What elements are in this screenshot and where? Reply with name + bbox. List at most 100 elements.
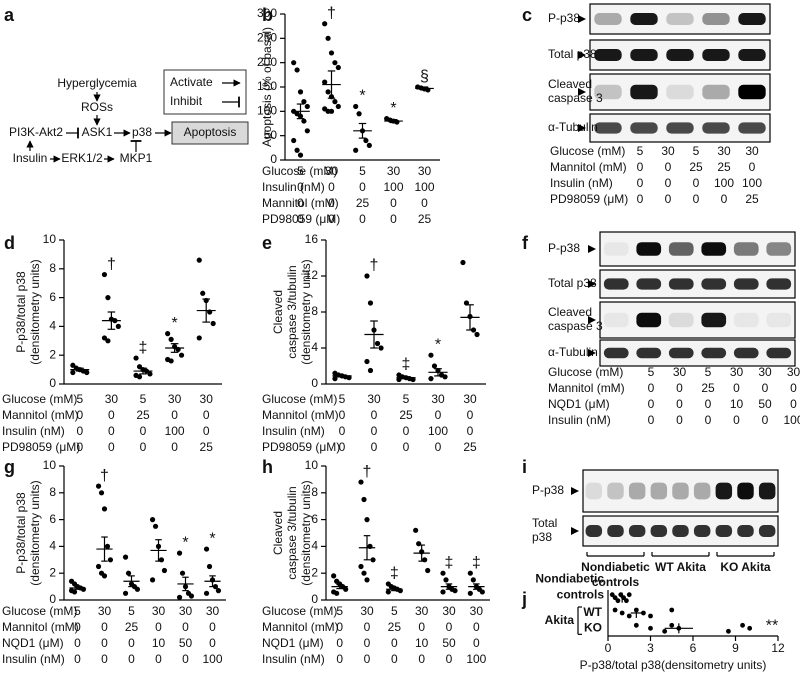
blot-label: Total p38: [548, 47, 597, 61]
blot-band: [702, 13, 730, 25]
blot-label: P-p38: [548, 241, 580, 255]
data-point: [364, 517, 370, 523]
blot-band: [668, 242, 694, 256]
data-point: [385, 589, 391, 595]
condition-value: 30: [463, 392, 477, 406]
pathway-node: Hyperglycemia: [57, 76, 137, 90]
condition-value: 0: [790, 397, 797, 411]
condition-value: 50: [442, 636, 456, 650]
condition-value: 0: [637, 160, 644, 174]
data-point: [297, 89, 304, 95]
data-point: [149, 577, 156, 583]
data-point: [378, 345, 384, 351]
condition-value: 5: [693, 144, 700, 158]
data-point: [125, 570, 132, 576]
data-point: [297, 152, 304, 158]
blot-band: [666, 13, 694, 25]
blot-band: [733, 312, 759, 328]
data-point: [440, 570, 446, 576]
data-point: [361, 570, 367, 576]
significance-mark: †: [327, 5, 336, 22]
condition-value: 30: [105, 392, 119, 406]
data-point: [626, 592, 632, 598]
data-point: [726, 628, 731, 634]
condition-label: PD98059 (μM): [2, 440, 80, 454]
condition-value: 30: [360, 604, 374, 618]
blot-band: [585, 482, 603, 500]
blot-band: [672, 482, 689, 500]
condition-value: 0: [203, 408, 210, 422]
data-point: [364, 273, 370, 279]
data-point: [107, 557, 114, 563]
data-point: [358, 563, 364, 570]
condition-value: 5: [637, 144, 644, 158]
data-point: [619, 610, 625, 616]
data-point: [428, 352, 434, 358]
panel-label: i: [522, 457, 527, 477]
data-point: [633, 622, 639, 628]
condition-value: 0: [418, 652, 425, 666]
y-axis-label: (densitometry units): [299, 480, 313, 585]
y-tick-label: 0: [311, 376, 318, 390]
condition-value: 0: [391, 652, 398, 666]
condition-value: 30: [168, 392, 182, 406]
y-tick-label: 10: [43, 232, 57, 246]
y-tick-label: 4: [311, 539, 318, 553]
blot-band: [630, 49, 658, 61]
data-point: [648, 625, 653, 631]
blot-band: [738, 49, 766, 61]
y-tick-label: 2: [49, 565, 56, 579]
condition-value: 0: [637, 192, 644, 206]
blot-band: [693, 482, 711, 500]
data-point: [332, 99, 338, 105]
blot-band: [594, 122, 622, 134]
x-tick-label: 6: [690, 641, 697, 655]
condition-value: 25: [388, 620, 402, 634]
condition-value: 25: [356, 196, 370, 210]
condition-value: 30: [418, 164, 432, 178]
data-point: [133, 355, 139, 361]
condition-label: Glucose (mM): [548, 365, 623, 379]
condition-value: 30: [367, 392, 381, 406]
significance-mark: ‡: [139, 339, 148, 356]
y-axis-label: (densitometry units): [299, 259, 313, 364]
condition-label: PD98059 (μM): [262, 212, 340, 226]
data-point: [95, 563, 102, 570]
condition-label: NQD1 (μM): [2, 636, 64, 650]
condition-value: 0: [74, 652, 81, 666]
condition-value: 25: [418, 212, 432, 226]
data-point: [294, 67, 300, 73]
data-point: [440, 589, 446, 595]
y-tick-label: 8: [49, 261, 56, 275]
condition-value: 0: [473, 620, 480, 634]
pathway-node: PI3K-Akt2: [9, 125, 63, 139]
panel-label: h: [262, 457, 273, 477]
data-point: [334, 590, 340, 596]
significance-mark: *: [435, 336, 441, 353]
condition-value: 0: [101, 620, 108, 634]
panel-label: g: [4, 457, 15, 477]
data-point: [413, 527, 419, 533]
y-tick-label: 50: [264, 128, 278, 142]
condition-value: 0: [108, 440, 115, 454]
y-axis-label: Cleaved: [271, 290, 285, 334]
blot-band: [738, 122, 766, 134]
blot-band: [607, 482, 624, 500]
condition-value: 10: [415, 636, 429, 650]
condition-value: 0: [171, 440, 178, 454]
panel-label: b: [262, 5, 273, 25]
condition-value: 100: [165, 424, 185, 438]
data-point: [101, 506, 108, 512]
condition-value: 0: [171, 408, 178, 422]
blot-band: [636, 347, 662, 359]
blot-band: [603, 312, 629, 328]
y-axis-label: P-p38/total p38: [14, 492, 28, 574]
condition-value: 30: [325, 164, 339, 178]
condition-value: 0: [403, 424, 410, 438]
data-point: [460, 259, 466, 266]
condition-label: Insulin (nM): [2, 424, 65, 438]
y-tick-label: 250: [257, 31, 277, 45]
condition-value: 5: [359, 164, 366, 178]
y-axis-label: (densitometry units): [28, 259, 42, 364]
condition-value: 0: [705, 413, 712, 427]
